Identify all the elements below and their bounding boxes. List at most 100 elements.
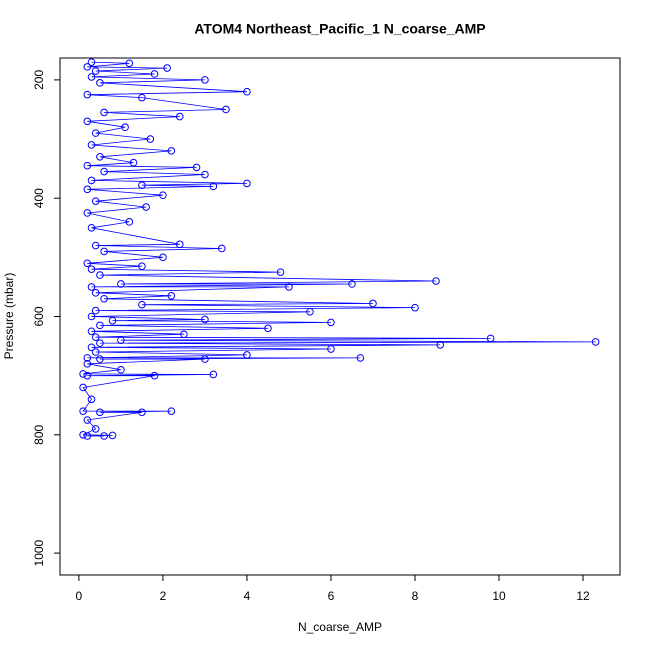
data-point bbox=[96, 355, 104, 363]
data-point bbox=[167, 407, 176, 415]
data-point bbox=[83, 209, 92, 217]
data-point bbox=[83, 259, 92, 268]
data-point bbox=[87, 141, 96, 149]
data-point bbox=[83, 117, 92, 126]
data-point bbox=[87, 343, 96, 352]
data-point bbox=[411, 303, 419, 312]
data-point bbox=[591, 338, 600, 346]
data-point bbox=[117, 280, 125, 288]
data-point bbox=[100, 432, 108, 440]
data-point bbox=[192, 163, 201, 172]
data-point bbox=[222, 105, 230, 114]
data-point bbox=[243, 179, 251, 188]
data-point bbox=[150, 371, 159, 380]
data-point bbox=[306, 307, 314, 316]
data-point bbox=[96, 321, 104, 330]
data-point bbox=[138, 262, 146, 271]
data-point bbox=[83, 185, 92, 194]
data-point bbox=[83, 371, 92, 380]
data-point bbox=[175, 112, 184, 121]
data-point bbox=[146, 135, 155, 143]
data-point bbox=[167, 291, 176, 300]
data-point bbox=[83, 354, 92, 362]
data-point bbox=[217, 244, 226, 253]
data-point bbox=[79, 431, 87, 439]
data-point bbox=[79, 407, 87, 415]
y-tick-label: 400 bbox=[32, 188, 46, 208]
data-point bbox=[87, 176, 96, 185]
data-point bbox=[276, 268, 285, 276]
data-point bbox=[175, 240, 184, 249]
y-tick-label: 200 bbox=[32, 70, 46, 90]
data-point bbox=[83, 90, 92, 99]
y-axis-label: Pressure (mbar) bbox=[2, 273, 16, 360]
data-point bbox=[163, 64, 171, 72]
data-point bbox=[91, 67, 100, 75]
data-point bbox=[348, 280, 356, 288]
x-tick-label: 12 bbox=[576, 589, 590, 603]
data-point bbox=[201, 355, 209, 363]
data-point bbox=[96, 408, 104, 417]
chart-title: ATOM4 Northeast_Pacific_1 N_coarse_AMP bbox=[194, 21, 485, 37]
data-point bbox=[138, 181, 146, 189]
data-point bbox=[91, 241, 100, 250]
data-point bbox=[91, 348, 100, 356]
data-point bbox=[138, 93, 146, 102]
data-point bbox=[87, 58, 96, 66]
data-point bbox=[87, 327, 96, 336]
data-point bbox=[108, 316, 117, 325]
data-point bbox=[96, 79, 104, 87]
data-point bbox=[117, 365, 125, 374]
x-tick-label: 6 bbox=[328, 589, 335, 603]
data-point bbox=[159, 191, 167, 200]
data-point bbox=[79, 383, 87, 392]
data-point bbox=[138, 300, 146, 309]
x-tick-label: 4 bbox=[244, 589, 251, 603]
data-point bbox=[201, 315, 209, 324]
data-point bbox=[96, 271, 104, 279]
data-point bbox=[87, 283, 96, 291]
data-point bbox=[91, 333, 100, 342]
y-tick-label: 800 bbox=[32, 424, 46, 444]
data-point bbox=[91, 306, 100, 315]
data-point bbox=[125, 218, 134, 226]
y-tick-label: 1000 bbox=[32, 539, 46, 566]
data-line bbox=[82, 61, 596, 437]
data-point bbox=[91, 289, 100, 297]
x-tick-label: 0 bbox=[76, 589, 83, 603]
data-point bbox=[100, 167, 108, 176]
data-point bbox=[125, 59, 134, 68]
data-point bbox=[243, 87, 251, 96]
data-point bbox=[83, 432, 92, 440]
plot-frame bbox=[59, 57, 621, 576]
data-point bbox=[100, 247, 108, 256]
data-point bbox=[121, 123, 129, 132]
data-point bbox=[138, 408, 146, 417]
data-point bbox=[356, 354, 365, 362]
data-point bbox=[180, 330, 188, 339]
data-point bbox=[243, 351, 251, 359]
data-point bbox=[100, 108, 108, 117]
data-point bbox=[159, 253, 167, 262]
x-tick-label: 2 bbox=[160, 589, 167, 603]
data-point bbox=[285, 283, 293, 291]
x-tick-label: 8 bbox=[412, 589, 419, 603]
data-point bbox=[150, 70, 159, 78]
data-point bbox=[96, 152, 104, 161]
data-point bbox=[264, 324, 272, 333]
data-point bbox=[96, 339, 104, 347]
data-point bbox=[87, 312, 96, 321]
data-point bbox=[327, 318, 335, 327]
data-point bbox=[91, 129, 100, 137]
data-point bbox=[486, 334, 495, 343]
data-point bbox=[201, 170, 209, 179]
data-point bbox=[201, 76, 209, 84]
data-point bbox=[87, 223, 96, 232]
data-point bbox=[83, 63, 92, 71]
data-point bbox=[327, 345, 335, 353]
x-tick-label: 10 bbox=[492, 589, 506, 603]
data-point bbox=[79, 370, 87, 378]
data-point bbox=[87, 73, 96, 81]
data-point bbox=[91, 197, 100, 205]
data-point bbox=[91, 425, 100, 433]
